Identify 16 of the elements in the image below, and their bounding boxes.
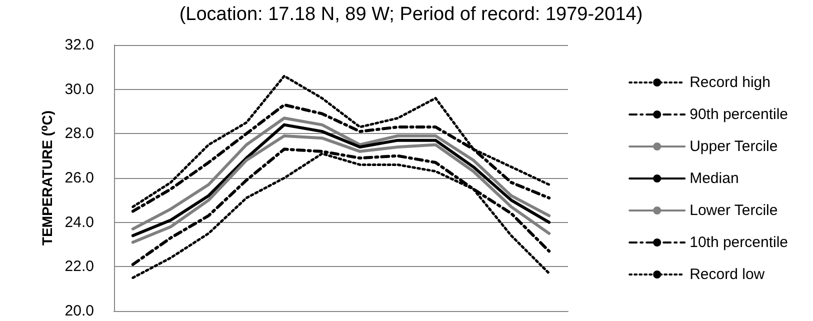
y-tick-label: 22.0 xyxy=(64,258,94,276)
y-tick-label: 26.0 xyxy=(64,170,94,186)
legend-label: Upper Tercile xyxy=(690,138,778,155)
y-axis-title: TEMPERATURE (⁰C) xyxy=(38,110,55,246)
chart-title: (Location: 17.18 N, 89 W; Period of record: 1979-2014) xyxy=(179,4,643,25)
y-tick-label: 30.0 xyxy=(64,80,94,98)
legend-label: 90th percentile xyxy=(690,106,788,123)
legend-label: Lower Tercile xyxy=(690,202,778,219)
y-tick-label: 24.0 xyxy=(64,214,94,231)
legend-label: 10th percentile xyxy=(690,234,788,251)
legend-label: Median xyxy=(690,170,739,187)
legend-label: Record high xyxy=(690,74,770,91)
legend-label: Record low xyxy=(690,266,765,283)
y-tick-label: 32.0 xyxy=(64,36,94,54)
y-tick-label: 28.0 xyxy=(64,125,94,142)
y-tick-label: 20.0 xyxy=(64,302,94,320)
